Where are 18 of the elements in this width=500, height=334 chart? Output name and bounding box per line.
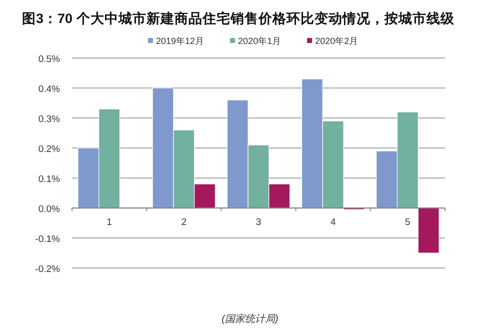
legend-label: 2020年2月 xyxy=(315,36,358,46)
chart-title: 图3：70 个大中城市新建商品住宅销售价格环比变动情况，按城市线级 xyxy=(22,10,456,26)
legend-label: 2019年12月 xyxy=(156,36,204,46)
x-tick-label: 5 xyxy=(405,217,410,228)
legend-label: 2020年1月 xyxy=(238,36,282,46)
y-tick-label: 0.0% xyxy=(38,204,61,215)
x-tick-label: 4 xyxy=(330,217,336,228)
y-tick-label: 0.2% xyxy=(38,144,61,155)
y-tick-label: 0.4% xyxy=(38,84,61,95)
x-tick-label: 1 xyxy=(106,217,112,228)
y-tick-label: -0.2% xyxy=(35,264,61,275)
y-tick-label: 0.1% xyxy=(38,174,61,185)
y-tick-label: 0.5% xyxy=(38,54,61,65)
y-tick-label: 0.3% xyxy=(38,114,61,125)
text: (国家统计局) xyxy=(222,313,278,325)
x-tick-label: 2 xyxy=(181,217,187,228)
y-tick-label: -0.1% xyxy=(35,234,61,245)
x-tick-label: 3 xyxy=(256,217,262,228)
